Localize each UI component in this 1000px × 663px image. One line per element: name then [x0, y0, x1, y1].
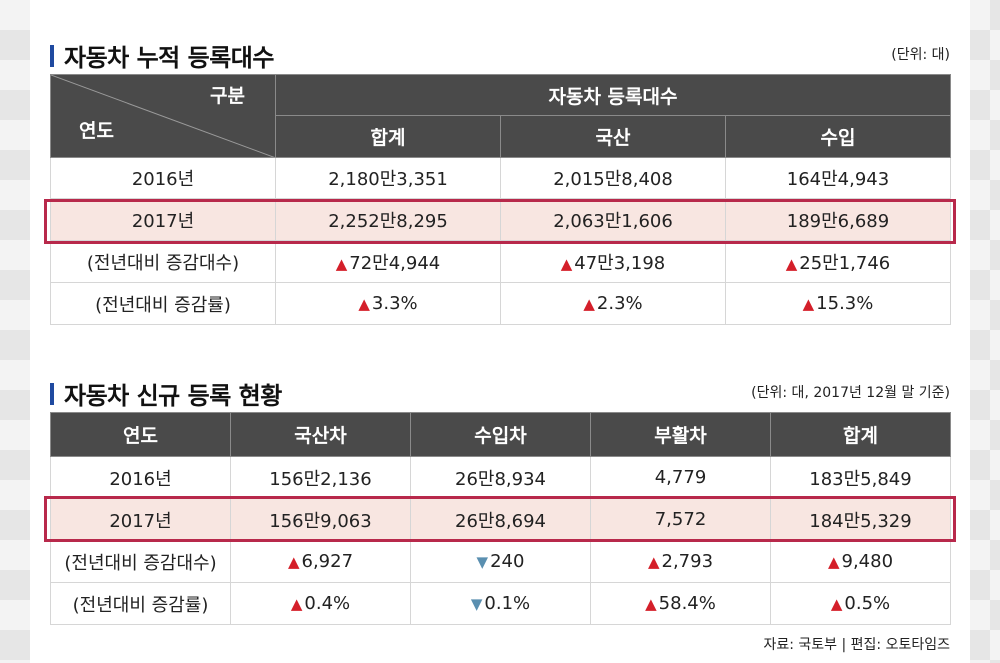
- up-triangle-icon: ▲: [290, 595, 303, 613]
- table-cell: 183만5,849: [770, 456, 951, 499]
- table-cell: 189만6,689: [725, 198, 951, 241]
- table-cell: ▲ 9,480: [770, 540, 951, 583]
- table-cell: ▲ 15.3%: [725, 282, 951, 325]
- row-label: (전년대비 증감률): [50, 282, 276, 325]
- table-cell: 26만8,934: [410, 456, 591, 499]
- table-cell: ▲ 72만4,944: [275, 240, 501, 283]
- column-header: 합계: [770, 412, 951, 457]
- table-row: (전년대비 증감률) ▲ 3.3% ▲ 2.3% ▲ 15.3%: [50, 282, 951, 325]
- up-triangle-icon: ▲: [830, 595, 843, 613]
- table-row: 2016년 156만2,136 26만8,934 4,779 183만5,849: [50, 456, 951, 499]
- corner-header: 구분 연도: [50, 74, 276, 158]
- diagonal-line: [51, 75, 276, 158]
- row-label: 2017년: [50, 498, 231, 541]
- up-triangle-icon: ▲: [802, 295, 815, 313]
- row-label: (전년대비 증감대수): [50, 240, 276, 283]
- table-row: (전년대비 증감률) ▲ 0.4% ▼ 0.1% ▲ 58.4% ▲ 0.5%: [50, 582, 951, 625]
- title-accent-bar: [50, 382, 54, 405]
- table-cell: 2,015만8,408: [500, 157, 726, 199]
- table-row: 2016년 2,180만3,351 2,015만8,408 164만4,943: [50, 157, 951, 199]
- up-triangle-icon: ▲: [335, 254, 348, 273]
- down-triangle-icon: ▼: [470, 595, 483, 613]
- table-cell: ▲ 3.3%: [275, 282, 501, 325]
- row-label: 2016년: [50, 157, 276, 199]
- row-label: (전년대비 증감대수): [50, 540, 231, 583]
- table-cell: ▲ 2.3%: [500, 282, 726, 325]
- up-triangle-icon: ▲: [827, 553, 840, 571]
- up-triangle-icon: ▲: [645, 595, 657, 613]
- column-header: 국산: [500, 115, 726, 158]
- column-header: 수입: [725, 115, 951, 158]
- up-triangle-icon: ▲: [785, 254, 798, 273]
- table-cell: ▼ 240: [410, 540, 591, 583]
- table-row: (전년대비 증감대수) ▲ 6,927 ▼ 240 ▲ 2,793 ▲ 9,480: [50, 540, 951, 583]
- table-row-highlighted: 2017년 156만9,063 26만8,694 7,572 184만5,329: [50, 498, 951, 541]
- row-label: 2016년: [50, 456, 231, 499]
- up-triangle-icon: ▲: [287, 553, 300, 571]
- table-cell: 2,180만3,351: [275, 157, 501, 199]
- table-cell: ▲ 0.5%: [770, 582, 951, 625]
- table-cell: ▲ 0.4%: [230, 582, 411, 625]
- cumulative-table: 구분 연도 자동차 등록대수 합계 국산 수입 2016년 2,180만3,35…: [50, 74, 951, 325]
- section-title-text: 자동차 누적 등록대수: [64, 44, 274, 72]
- table-cell: ▲ 47만3,198: [500, 240, 726, 283]
- column-header: 연도: [50, 412, 231, 457]
- table-row-highlighted: 2017년 2,252만8,295 2,063만1,606 189만6,689: [50, 198, 951, 241]
- table-cell: 4,779: [590, 456, 771, 499]
- column-header: 국산차: [230, 412, 411, 457]
- row-label: 2017년: [50, 198, 276, 241]
- table-cell: 156만2,136: [230, 456, 411, 499]
- up-triangle-icon: ▲: [358, 295, 370, 313]
- table-cell: ▲ 58.4%: [590, 582, 771, 625]
- down-triangle-icon: ▼: [476, 553, 489, 571]
- up-triangle-icon: ▲: [583, 295, 595, 313]
- corner-label-category: 구분: [210, 85, 245, 107]
- table-cell: 2,252만8,295: [275, 198, 501, 241]
- column-header: 수입차: [410, 412, 591, 457]
- column-header: 합계: [275, 115, 501, 158]
- corner-label-year: 연도: [79, 120, 114, 142]
- up-triangle-icon: ▲: [560, 254, 573, 273]
- table-cell: ▲ 6,927: [230, 540, 411, 583]
- title-accent-bar: [50, 44, 54, 67]
- source-credit: 자료: 국토부 | 편집: 오토타임즈: [763, 637, 950, 653]
- table-cell: 2,063만1,606: [500, 198, 726, 241]
- unit-label: (단위: 대, 2017년 12월 말 기준): [751, 385, 950, 401]
- unit-label: (단위: 대): [891, 47, 950, 63]
- section-title-new: 자동차 신규 등록 현황: [50, 376, 282, 411]
- table-cell: 7,572: [590, 498, 771, 541]
- table-cell: 26만8,694: [410, 498, 591, 541]
- up-triangle-icon: ▲: [647, 553, 660, 571]
- column-header: 부활차: [590, 412, 771, 457]
- table-cell: ▲ 2,793: [590, 540, 771, 583]
- section-title-cumulative: 자동차 누적 등록대수: [50, 38, 274, 73]
- table-cell: ▼ 0.1%: [410, 582, 591, 625]
- row-label: (전년대비 증감률): [50, 582, 231, 625]
- section-title-text: 자동차 신규 등록 현황: [64, 382, 282, 410]
- table-cell: 156만9,063: [230, 498, 411, 541]
- new-registration-table: 연도 국산차 수입차 부활차 합계 2016년 156만2,136 26만8,9…: [50, 412, 951, 625]
- table-cell: 184만5,329: [770, 498, 951, 541]
- table-cell: 164만4,943: [725, 157, 951, 199]
- group-header: 자동차 등록대수: [275, 74, 951, 116]
- table-row: (전년대비 증감대수) ▲ 72만4,944 ▲ 47만3,198 ▲ 25만1,74…: [50, 240, 951, 283]
- table-cell: ▲ 25만1,746: [725, 240, 951, 283]
